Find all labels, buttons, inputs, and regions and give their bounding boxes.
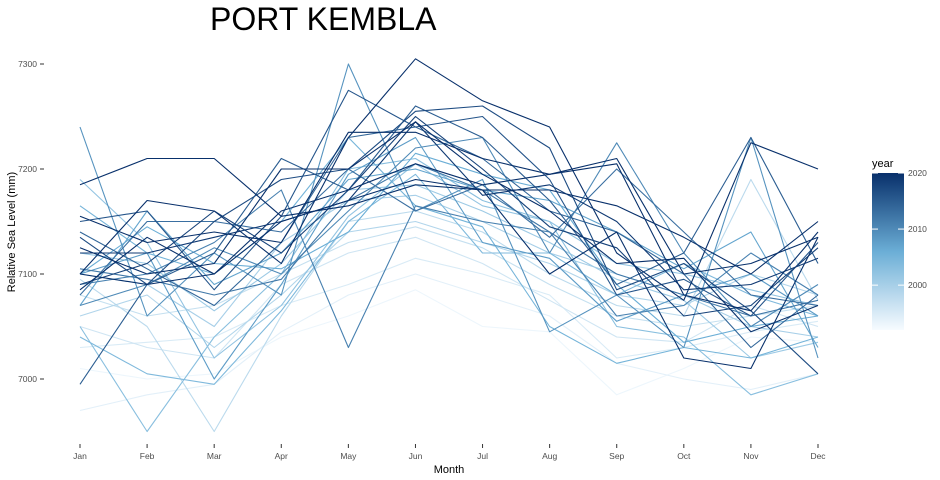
legend-tick-label: 2010 <box>908 224 927 234</box>
series-line-1998 <box>79 178 819 433</box>
series-line-2020 <box>79 131 819 275</box>
series-line-1994 <box>79 273 819 412</box>
x-tick-label: Apr <box>275 451 288 461</box>
series-line-1997 <box>79 226 819 328</box>
x-tick-label: Nov <box>743 451 759 461</box>
x-tick-label: May <box>340 451 357 461</box>
x-axis-title: Month <box>434 464 465 476</box>
legend-tick-label: 2020 <box>908 168 927 178</box>
x-tick-label: Dec <box>810 451 826 461</box>
legend-colorbar <box>872 173 904 330</box>
series-line-2001 <box>79 184 819 359</box>
y-tick-label: 7000 <box>18 374 37 384</box>
y-axis-title: Relative Sea Level (mm) <box>6 172 18 292</box>
series-line-2007 <box>79 168 819 348</box>
x-tick-label: Aug <box>542 451 557 461</box>
series-line-2020 <box>79 121 819 333</box>
x-axis: Jan Feb Mar Apr May Jun Jul Aug Sep Oct Nov Dec <box>73 444 826 461</box>
series-line-2011 <box>79 189 819 349</box>
series-line-2019 <box>80 121 819 291</box>
series-line-2012 <box>79 163 819 317</box>
y-tick-label: 7200 <box>18 164 37 174</box>
x-tick-label: Jan <box>73 451 87 461</box>
x-tick-label: Sep <box>609 451 624 461</box>
x-tick-label: Jun <box>409 451 423 461</box>
y-tick-label: 7100 <box>18 269 37 279</box>
series-line-2008 <box>79 136 819 380</box>
series-line-2000 <box>79 194 819 338</box>
legend-title: year <box>872 158 894 170</box>
series-line-2018 <box>79 115 819 317</box>
series-line-2006 <box>79 152 819 343</box>
y-tick-label: 7300 <box>18 59 37 69</box>
series-line-2016 <box>79 89 819 317</box>
series-line-1993 <box>79 289 819 396</box>
series-line-2020 <box>79 157 819 275</box>
chart-title: PORT KEMBLA <box>210 1 437 37</box>
x-tick-label: Feb <box>140 451 155 461</box>
color-legend: year 2000 2010 2020 <box>872 158 927 330</box>
y-axis: 7000 7100 7200 7300 <box>18 59 44 384</box>
series-line-2009 <box>79 63 819 359</box>
legend-tick-label: 2000 <box>908 280 927 290</box>
series-line-2020 <box>79 58 819 301</box>
series-line-2017 <box>79 105 819 375</box>
series-line-2005 <box>79 136 819 364</box>
x-tick-label: Mar <box>207 451 222 461</box>
series-line-1996 <box>79 236 819 359</box>
series-lines <box>79 58 819 433</box>
series-line-2020 <box>79 178 819 370</box>
x-tick-label: Jul <box>477 451 488 461</box>
series-line-2013 <box>79 168 819 307</box>
series-line-2020 <box>79 163 819 312</box>
x-tick-label: Oct <box>677 451 691 461</box>
